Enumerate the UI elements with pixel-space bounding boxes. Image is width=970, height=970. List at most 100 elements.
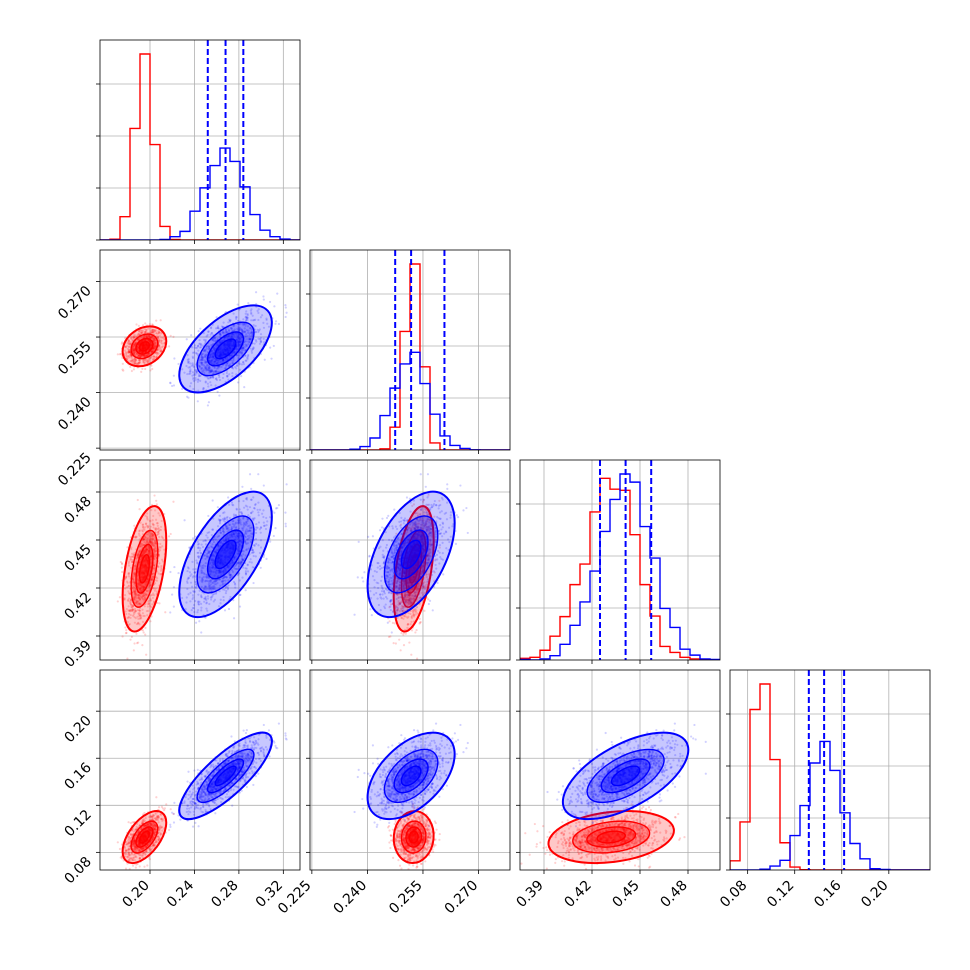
scatter-point [152,340,156,343]
scatter-point [223,344,226,348]
scatter-point [141,345,144,348]
scatter-point [204,361,207,364]
scatter-point [245,317,248,320]
scatter-point [142,343,145,346]
scatter-point [140,350,143,354]
scatter-point [232,324,236,327]
scatter-point [128,351,132,354]
scatter-point [133,343,136,346]
scatter-point [284,315,287,319]
scatter-point [154,339,157,342]
scatter-point [127,350,131,354]
scatter-point [138,361,141,364]
scatter-point [153,341,156,344]
scatter-point [141,346,145,350]
scatter-point [133,352,136,355]
scatter-point [130,337,133,341]
scatter-point [146,345,149,348]
scatter-point [146,344,149,347]
scatter-point [122,369,125,372]
scatter-point [193,372,196,375]
scatter-point [121,635,124,638]
scatter-point [203,348,206,351]
scatter-point [134,342,137,345]
scatter-point [135,323,138,326]
scatter-point [207,514,210,518]
scatter-point [160,349,163,352]
scatter-point [147,339,150,342]
scatter-point [153,343,156,346]
scatter-point [241,329,244,332]
scatter-point [254,330,258,333]
scatter-point [141,344,145,347]
scatter-point [133,333,136,336]
scatter-point [148,323,151,326]
scatter-point [265,557,268,560]
scatter-point [151,349,154,352]
scatter-point [126,344,129,347]
scatter-point [154,339,157,342]
scatter-point [196,370,199,373]
scatter-point [143,346,146,349]
scatter-point [240,351,243,354]
scatter-point [133,343,137,346]
scatter-point [145,342,148,345]
scatter-point [235,338,238,341]
scatter-point [133,362,136,366]
scatter-point [222,359,225,362]
scatter-point [145,342,148,345]
scatter-point [135,358,138,362]
scatter-point [142,345,145,348]
scatter-point [158,334,161,337]
scatter-point [237,336,240,339]
scatter-point [141,351,144,354]
scatter-point [243,335,247,338]
scatter-point [142,345,145,348]
scatter-point [132,344,135,348]
scatter-point [146,345,149,348]
scatter-point [277,322,281,326]
scatter-point [143,330,147,334]
scatter-point [226,347,229,350]
scatter-point [154,342,157,346]
scatter-point [410,653,413,656]
scatter-point [236,303,239,306]
scatter-point [128,345,131,348]
scatter-point [149,336,153,339]
scatter-point [116,600,119,603]
scatter-point [223,609,227,612]
scatter-point [152,329,155,332]
scatter-point [127,339,130,342]
scatter-point [123,349,127,352]
scatter-point [134,336,137,339]
scatter-point [129,365,132,368]
scatter-point [158,339,161,342]
scatter-point [138,350,141,353]
scatter-point [144,344,147,347]
scatter-point [151,323,154,326]
scatter-point [189,385,192,388]
scatter-point [131,348,135,351]
scatter-point [221,376,225,380]
scatter-point [259,333,263,336]
scatter-point [273,511,276,514]
scatter-point [149,340,152,343]
scatter-point [141,347,145,350]
scatter-point [187,396,190,399]
scatter-point [136,345,140,348]
scatter-point [138,354,141,357]
scatter-point [160,346,164,349]
scatter-point [145,344,149,347]
scatter-point [218,394,221,397]
scatter-point [141,346,145,349]
scatter-point [223,348,226,351]
scatter-point [237,340,240,344]
scatter-point [147,334,151,337]
scatter-point [228,344,231,347]
scatter-point [262,295,265,298]
scatter-point [230,327,233,330]
scatter-point [159,341,163,344]
scatter-point [155,353,159,356]
scatter-point [160,339,163,342]
scatter-point [127,355,131,358]
